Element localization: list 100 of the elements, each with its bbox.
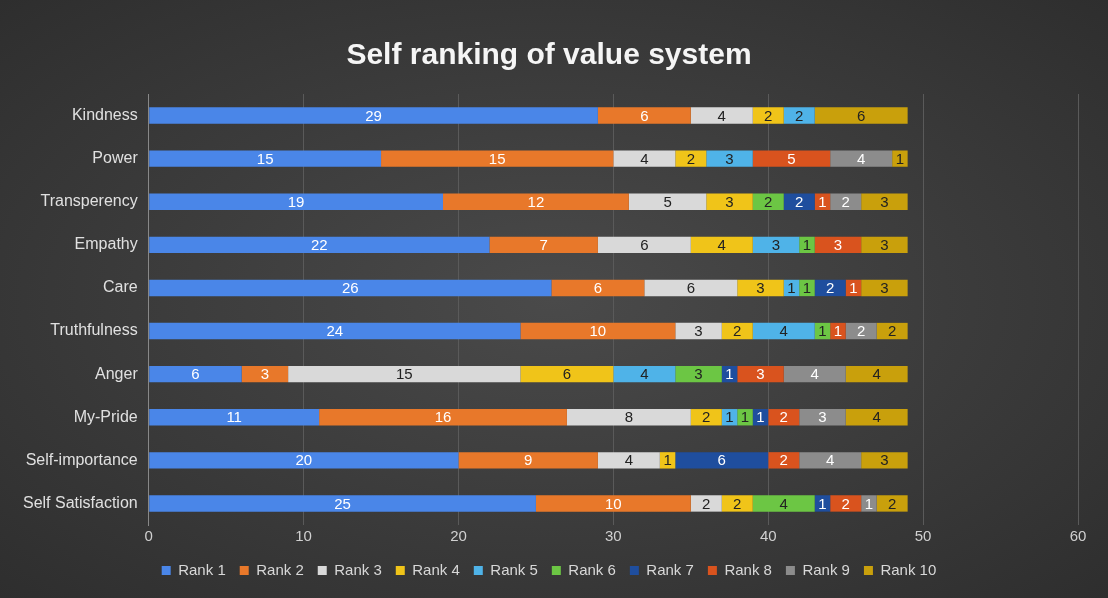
- data-label: 4: [857, 149, 866, 167]
- data-label: 1: [787, 279, 796, 297]
- data-label: 4: [779, 494, 788, 512]
- data-label: 3: [880, 235, 889, 253]
- data-label: 2: [779, 451, 788, 469]
- data-label: 3: [694, 365, 703, 383]
- legend-label: Rank 6: [568, 560, 616, 578]
- bar: [690, 495, 722, 512]
- data-label: 3: [833, 235, 843, 253]
- data-label: 2: [841, 494, 850, 512]
- data-label: 15: [256, 149, 274, 167]
- bar: [149, 495, 536, 512]
- y-tick-label: Transperency: [40, 192, 138, 210]
- bar: [675, 365, 722, 383]
- bar: [149, 279, 552, 297]
- data-label: 3: [694, 322, 703, 340]
- data-label: 6: [191, 365, 200, 383]
- data-label: 11: [226, 408, 242, 426]
- legend-label: Rank 8: [724, 560, 772, 578]
- data-label: 6: [640, 235, 649, 253]
- data-label: 26: [341, 279, 359, 297]
- bar: [566, 409, 691, 426]
- data-label: 1: [864, 494, 874, 512]
- bar: [752, 150, 831, 167]
- data-label: 6: [686, 279, 695, 297]
- bar: [149, 150, 382, 167]
- bar: [597, 452, 660, 469]
- data-label: 1: [725, 408, 734, 426]
- data-label: 9: [524, 451, 533, 469]
- data-label: 3: [260, 365, 270, 383]
- legend-label: Rank 5: [490, 560, 538, 578]
- data-label: 3: [725, 192, 734, 210]
- bar: [830, 495, 862, 512]
- data-label: 6: [717, 451, 726, 469]
- data-label: 19: [287, 192, 305, 210]
- bar: [628, 193, 707, 210]
- data-label: 6: [562, 365, 572, 383]
- bar: [613, 365, 676, 383]
- x-tick-label: 50: [914, 527, 932, 545]
- bar: [768, 452, 800, 469]
- x-tick-label: 30: [605, 527, 622, 545]
- data-label: 15: [488, 149, 506, 167]
- y-tick-label: Anger: [95, 364, 139, 382]
- bar: [520, 322, 676, 340]
- bar: [149, 236, 490, 254]
- data-label: 29: [365, 106, 382, 124]
- bar: [288, 365, 521, 383]
- bar: [149, 193, 443, 210]
- data-label: 1: [663, 451, 672, 469]
- data-label: 10: [589, 322, 607, 340]
- bar: [737, 279, 784, 297]
- data-label: 1: [849, 279, 858, 297]
- data-label: 3: [756, 279, 765, 297]
- legend-label: Rank 1: [178, 560, 226, 578]
- bar: [149, 322, 521, 340]
- legend-label: Rank 7: [646, 560, 694, 578]
- bar: [799, 409, 846, 426]
- data-label: 2: [764, 106, 773, 124]
- bar: [861, 279, 908, 297]
- bar: [830, 150, 893, 167]
- data-label: 3: [725, 149, 734, 167]
- bar: [644, 279, 738, 297]
- data-label: 4: [872, 365, 881, 383]
- bar: [675, 150, 707, 167]
- legend-label: Rank 2: [256, 560, 304, 578]
- bar: [861, 452, 908, 469]
- bar: [149, 452, 459, 469]
- bar: [690, 236, 753, 254]
- data-label: 2: [779, 408, 788, 426]
- data-label: 2: [795, 106, 804, 124]
- bar: [706, 150, 753, 167]
- data-label: 2: [702, 494, 711, 512]
- bar: [520, 365, 614, 383]
- bar: [149, 107, 598, 124]
- bar: [799, 452, 862, 469]
- data-label: 2: [887, 494, 897, 512]
- bar: [149, 365, 242, 383]
- bar: [381, 150, 614, 167]
- data-label: 2: [841, 192, 850, 210]
- data-label: 2: [733, 494, 742, 512]
- data-label: 4: [640, 365, 649, 383]
- bar: [675, 322, 722, 340]
- data-label: 7: [539, 235, 548, 253]
- data-label: 3: [880, 451, 889, 469]
- bar: [752, 495, 815, 512]
- bar: [752, 322, 815, 340]
- data-label: 5: [663, 192, 672, 210]
- data-label: 3: [818, 408, 827, 426]
- data-label: 2: [795, 192, 804, 210]
- bar: [861, 236, 908, 254]
- data-label: 1: [802, 279, 812, 297]
- data-label: 1: [833, 322, 843, 340]
- data-label: 3: [771, 235, 781, 253]
- data-label: 24: [326, 322, 344, 340]
- x-tick-label: 20: [450, 527, 467, 545]
- bar: [783, 107, 815, 124]
- data-label: 1: [725, 365, 734, 383]
- data-label: 4: [779, 322, 788, 340]
- y-tick-label: My-Pride: [73, 407, 138, 425]
- data-label: 12: [527, 192, 545, 210]
